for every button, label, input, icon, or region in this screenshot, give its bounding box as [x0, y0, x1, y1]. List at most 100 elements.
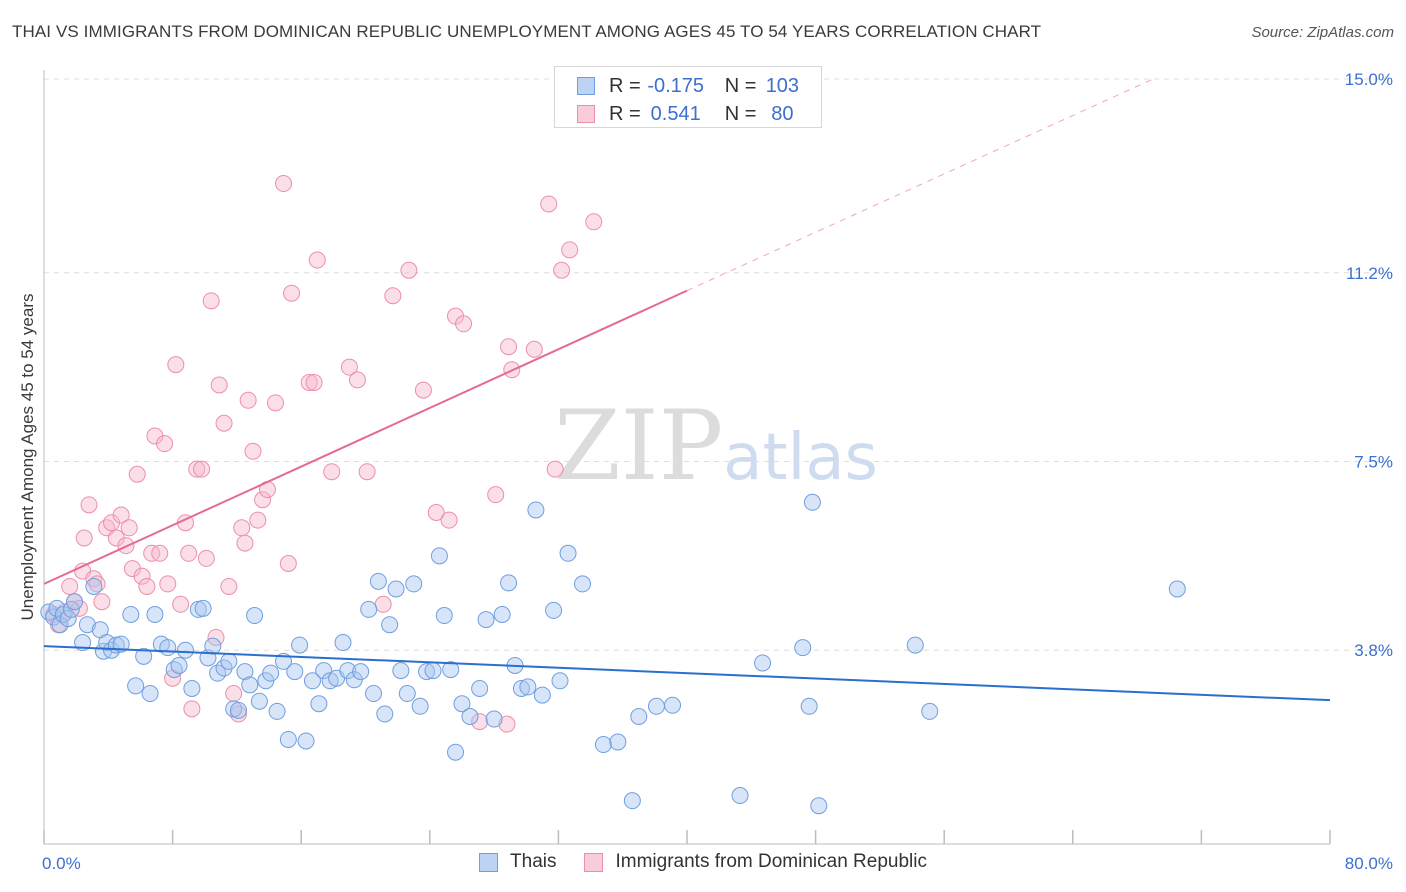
thai-point [381, 616, 399, 634]
thai-point [794, 639, 812, 657]
dominican-point [120, 519, 138, 537]
dominican-point [159, 575, 177, 593]
thai-trend-line [43, 645, 1331, 702]
dominican-point [210, 376, 228, 394]
legend-n-label: N = [724, 102, 757, 125]
thai-point [122, 606, 140, 623]
legend-r-label: R = [609, 102, 641, 125]
thai-point [204, 637, 222, 655]
source-credit: Source: ZipAtlas.com [1251, 24, 1394, 41]
dominican-point [471, 713, 489, 731]
dominican-point [400, 261, 418, 279]
thai-point [411, 697, 429, 715]
y-tick-labels: 3.8% 7.5% 11.2% 15.0% [1345, 70, 1393, 660]
thai-point [127, 677, 145, 695]
grid-lines [44, 78, 1392, 651]
thai-point [392, 662, 410, 680]
dominican-point [254, 491, 272, 509]
thai-point [310, 695, 328, 713]
dominican-point [225, 685, 243, 703]
dominican-point [80, 496, 98, 514]
thai-point [250, 692, 268, 710]
thai-point [365, 685, 383, 703]
dominican-point [180, 544, 198, 562]
thai-point [194, 599, 212, 617]
thai-point [360, 600, 378, 618]
thai-point [369, 572, 387, 590]
legend-row-thai: R = -0.175 N = 103 [577, 72, 802, 100]
dominican-point [525, 340, 543, 358]
dominican-point [340, 358, 358, 376]
legend-swatch-thai [479, 852, 499, 872]
dominican-point [93, 593, 111, 611]
y-tick-label: 11.2% [1346, 264, 1393, 283]
dominican-point [112, 506, 130, 524]
thai-point [630, 708, 648, 725]
thai-point [40, 603, 58, 621]
watermark: ZIPatlas [554, 398, 878, 494]
y-axis-label: Unemployment Among Ages 45 to 54 years [18, 293, 37, 621]
watermark-atlas: atlas [723, 421, 878, 495]
dominican-point [323, 463, 341, 481]
thai-point [398, 685, 416, 703]
thai-point [387, 580, 405, 598]
thai-point [246, 607, 264, 625]
y-tick-label: 3.8% [1354, 641, 1393, 660]
dominican-point [236, 534, 254, 552]
thai-point [275, 652, 293, 670]
thai-point [664, 696, 682, 714]
dominican-point [500, 338, 518, 356]
thai-point [279, 730, 297, 748]
dominican-point [275, 175, 293, 193]
legend-dominican-n-value: 80 [771, 102, 794, 125]
dominican-point [546, 460, 564, 478]
thai-point [59, 610, 77, 628]
dominican-point [172, 595, 190, 613]
legend-item-dominican: Immigrants from Dominican Republic [584, 851, 927, 873]
thai-point [512, 679, 530, 697]
axes [43, 70, 1331, 845]
thai-point [262, 664, 280, 682]
dominican-point [561, 241, 579, 259]
thai-point [170, 657, 188, 674]
series-thai-points [40, 493, 1186, 815]
trend-lines [43, 78, 1331, 702]
thai-point [159, 639, 177, 657]
dominican-point [239, 391, 257, 409]
thai-point [545, 601, 563, 619]
dominican-point [283, 284, 301, 302]
dominican-trend-extension [686, 78, 1154, 292]
thai-point [731, 787, 749, 805]
dominican-point [348, 371, 366, 389]
dominican-trend-line [43, 289, 688, 585]
dominican-point [167, 356, 185, 374]
dominican-point [220, 577, 238, 595]
thai-point [647, 697, 665, 715]
dominican-point [215, 414, 233, 432]
thai-point [236, 663, 254, 681]
thai-point [921, 702, 939, 720]
y-tick-label: 15.0% [1345, 70, 1393, 89]
legend-dominican-r-value: 0.541 [650, 102, 701, 125]
thai-point [352, 663, 370, 681]
dominican-point [585, 213, 603, 231]
dominican-point [207, 628, 225, 646]
dominican-point [75, 529, 93, 547]
legend-row-dominican: R = 0.541 N = 80 [577, 100, 802, 128]
series-legend: Thais Immigrants from Dominican Republic [0, 851, 1406, 873]
dominican-point [61, 577, 79, 595]
legend-label-dominican: Immigrants from Dominican Republic [615, 851, 927, 872]
series-dominican-points [45, 175, 603, 733]
dominican-point [374, 595, 392, 613]
thai-point [609, 733, 627, 751]
dominican-point [553, 261, 571, 279]
thai-point [906, 636, 924, 654]
dominican-point [183, 700, 201, 718]
thai-point [220, 652, 238, 670]
dominican-point [230, 705, 248, 723]
thai-point [146, 606, 164, 623]
thai-point [315, 662, 333, 680]
thai-point [112, 635, 130, 653]
thai-point [447, 743, 465, 761]
